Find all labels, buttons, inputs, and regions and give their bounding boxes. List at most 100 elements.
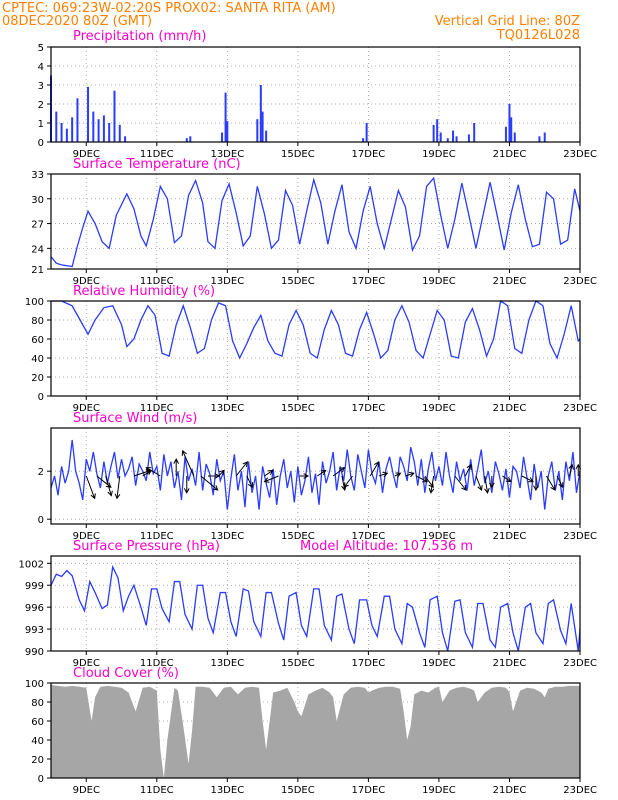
wind-vector	[556, 475, 564, 488]
x-tick-label: 21DEC	[493, 531, 527, 542]
wind-vector-head	[558, 482, 564, 489]
x-tick-label: 11DEC	[140, 276, 174, 287]
x-tick-label: 11DEC	[140, 658, 174, 669]
wind-vector	[484, 475, 489, 493]
x-tick-label: 13DEC	[210, 149, 244, 160]
x-tick-label: 15DEC	[281, 276, 315, 287]
y-tick-label: 20	[31, 755, 44, 766]
wind-vector-head	[488, 482, 495, 489]
wind-vector	[454, 475, 467, 491]
y-tick-label: 0	[38, 774, 44, 785]
precip-bar	[108, 123, 111, 142]
precip-bar	[439, 132, 442, 142]
x-tick-label: 23DEC	[563, 531, 597, 542]
y-tick-label: 0	[38, 392, 44, 403]
y-tick-label: 60	[31, 335, 44, 346]
y-tick-label: 999	[25, 581, 44, 592]
precip-bar	[467, 134, 470, 142]
precip-bar	[265, 130, 268, 142]
x-tick-label: 17DEC	[352, 276, 386, 287]
precip-bar	[92, 111, 95, 142]
wind-vector	[246, 475, 253, 488]
y-tick-label: 33	[31, 170, 44, 181]
y-tick-label: 100	[25, 679, 44, 690]
x-tick-label: 9DEC	[73, 785, 100, 796]
wind-vector	[200, 475, 219, 491]
wind-vector	[415, 475, 428, 483]
x-tick-label: 9DEC	[73, 276, 100, 287]
y-tick-label: 0	[38, 138, 44, 149]
precip-bar	[510, 117, 513, 142]
x-tick-label: 13DEC	[210, 531, 244, 542]
wind-vector-head	[181, 449, 187, 456]
wind-vector-head	[484, 487, 490, 494]
wind-vector	[405, 472, 414, 477]
precip-bar	[118, 124, 121, 142]
panel-frame-temp	[50, 173, 581, 270]
wind-vector-head	[382, 471, 389, 478]
wind-vector-head	[505, 476, 512, 483]
wind-vector	[475, 475, 483, 491]
precip-bar	[221, 132, 224, 142]
y-tick-label: 40	[31, 354, 44, 365]
wind-vector-head	[107, 490, 113, 497]
x-tick-label: 15DEC	[281, 149, 315, 160]
precip-bar	[508, 104, 511, 142]
precip-bar	[362, 138, 365, 142]
wind-vector-head	[303, 473, 310, 479]
y-tick-label: 0	[38, 515, 44, 526]
x-tick-label: 17DEC	[352, 149, 386, 160]
precip-bar	[76, 98, 79, 142]
panel-frame-pres	[50, 555, 581, 652]
precip-bar	[60, 123, 63, 142]
x-tick-label: 13DEC	[210, 403, 244, 414]
x-tick-label: 17DEC	[352, 403, 386, 414]
x-tick-label: 17DEC	[352, 785, 386, 796]
wind-vector	[133, 469, 151, 477]
wind-vector	[521, 475, 534, 483]
wind-vector-head	[263, 477, 270, 483]
x-tick-label: 21DEC	[493, 149, 527, 160]
precip-bar	[452, 130, 455, 142]
panel-title-wind: Surface Wind (m/s)	[73, 411, 197, 426]
wind-vector	[502, 475, 512, 483]
x-tick-label: 9DEC	[73, 531, 100, 542]
x-tick-label: 13DEC	[210, 658, 244, 669]
precip-bar	[224, 92, 227, 142]
wind-vector-head	[114, 493, 121, 500]
wind-vector-head	[533, 485, 539, 492]
x-tick-label: 11DEC	[140, 531, 174, 542]
x-tick-label: 21DEC	[493, 403, 527, 414]
panel-subtitle-pres: Model Altitude: 107.536 m	[300, 539, 473, 554]
series-line-pres	[50, 564, 581, 652]
wind-vector-head	[527, 477, 534, 483]
x-tick-label: 13DEC	[210, 276, 244, 287]
x-tick-label: 15DEC	[281, 658, 315, 669]
header-model-id: TQ0126L028	[496, 28, 580, 43]
wind-vector-head	[568, 463, 574, 470]
wind-vector	[464, 464, 472, 477]
y-tick-label: 993	[25, 625, 44, 636]
wind-vector	[568, 464, 573, 477]
x-tick-label: 11DEC	[140, 785, 174, 796]
y-tick-label: 80	[31, 316, 44, 327]
x-tick-label: 11DEC	[140, 403, 174, 414]
wind-vector	[369, 461, 379, 477]
x-tick-label: 9DEC	[73, 658, 100, 669]
panels-group: Precipitation (mm/h) 0 1 2 3 4 5 9DEC 11DEC 13DEC…	[19, 29, 597, 796]
wind-vector-head	[422, 477, 429, 483]
x-tick-label: 15DEC	[281, 785, 315, 796]
y-tick-label: 3	[38, 81, 44, 92]
wind-vector-head	[408, 471, 415, 478]
series-line-wind	[50, 439, 581, 510]
panel-title-pres: Surface Pressure (hPa)	[73, 539, 220, 554]
x-tick-label: 9DEC	[73, 403, 100, 414]
precip-bar	[543, 132, 546, 142]
panel-title-cloud: Cloud Cover (%)	[73, 666, 179, 681]
header-run-time: 08DEC2020 80Z (GMT)	[2, 14, 152, 29]
panel-frame-rh	[50, 300, 581, 397]
precip-bar	[446, 138, 449, 142]
y-tick-label: 2	[38, 100, 44, 111]
panel-frame-precip	[50, 46, 581, 143]
wind-vector-head	[219, 469, 225, 476]
